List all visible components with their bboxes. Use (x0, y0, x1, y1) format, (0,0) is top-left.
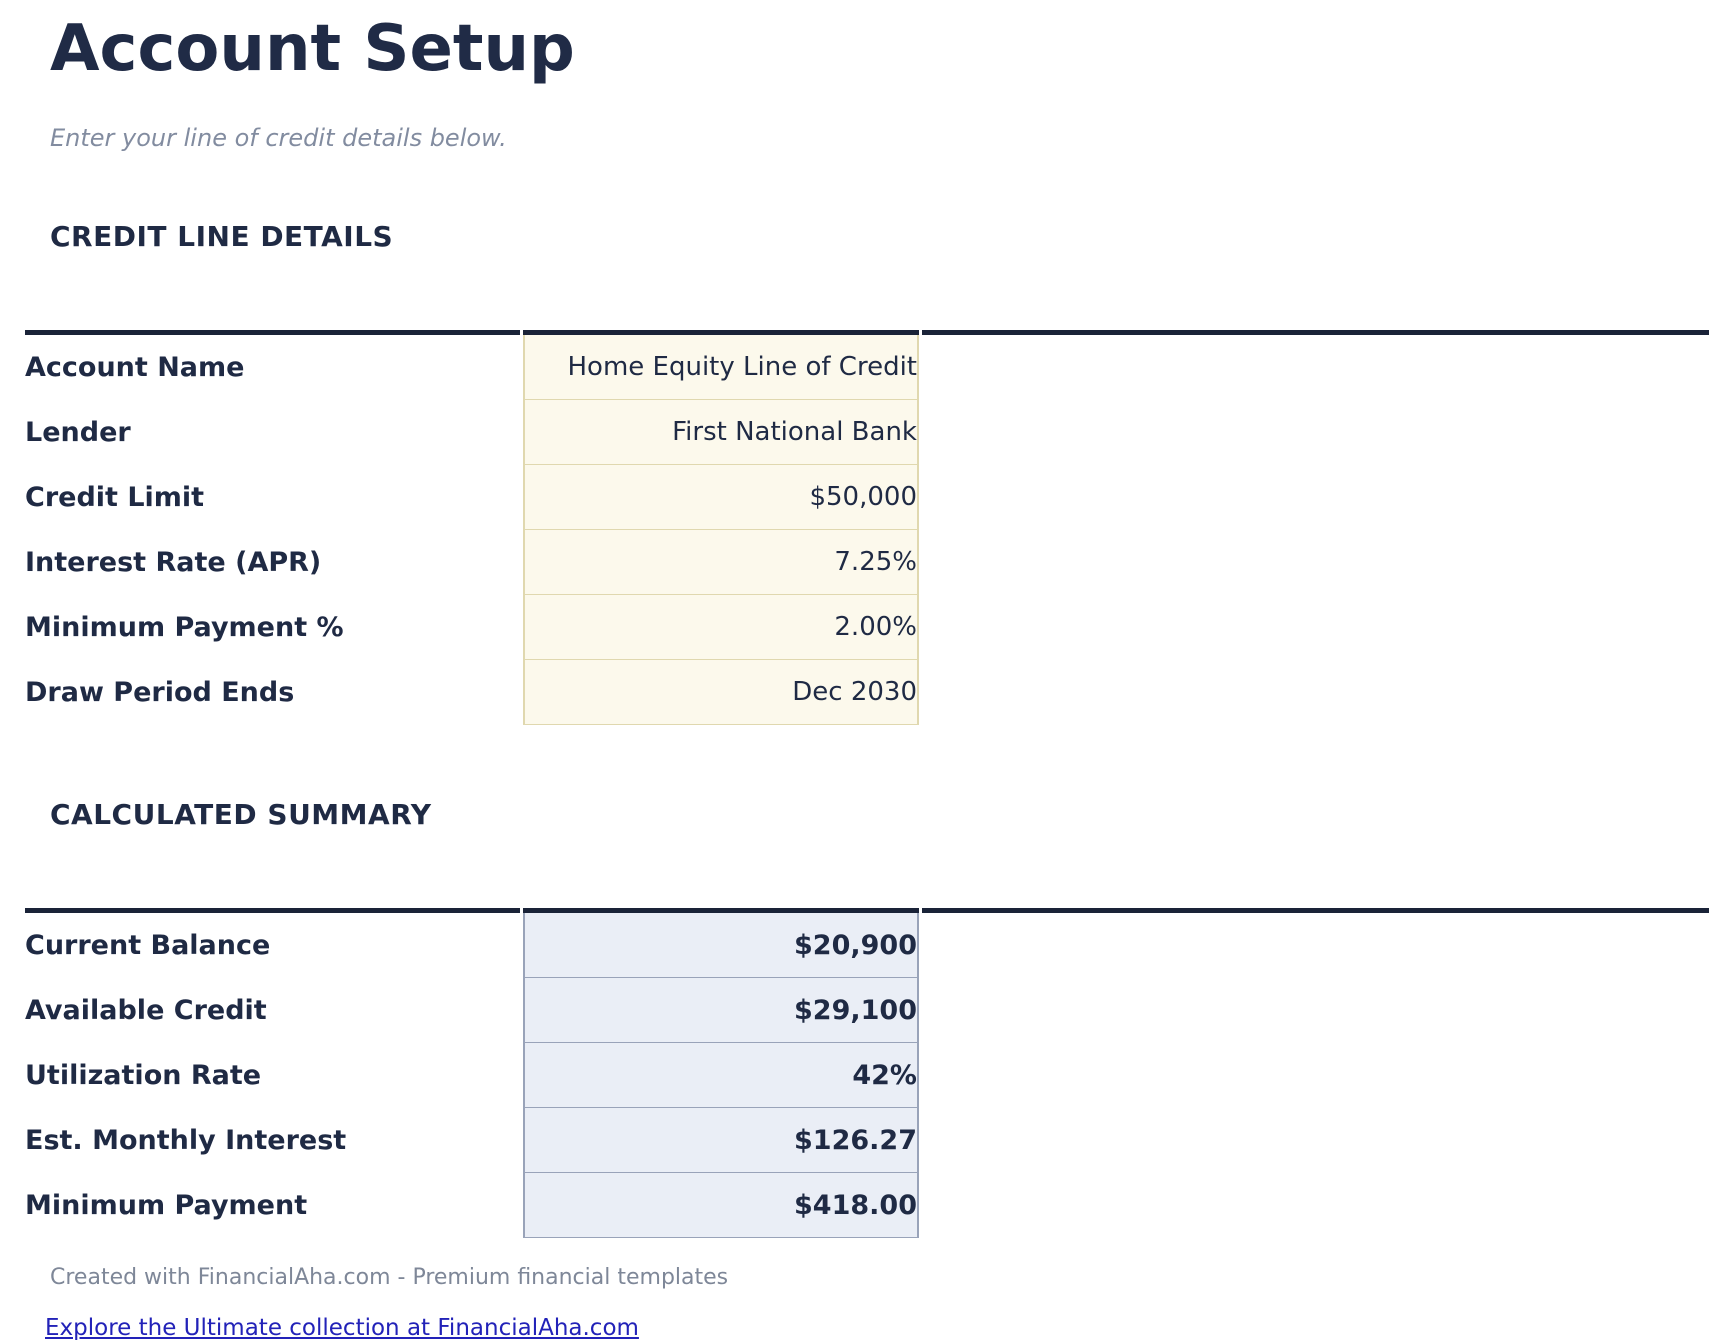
minimum-payment-value-cell: $418.00 (523, 1173, 919, 1238)
interest-rate-label: Interest Rate (APR) (25, 530, 520, 595)
table-spacer-cell (922, 465, 1709, 530)
table-row: Lender First National Bank (25, 400, 1709, 465)
table-spacer-cell (922, 335, 1709, 400)
table-spacer-cell (922, 1043, 1709, 1108)
credit-line-details-table: Account Name Home Equity Line of Credit … (22, 270, 1712, 725)
table-spacer-cell (922, 400, 1709, 465)
lender-label: Lender (25, 400, 520, 465)
utilization-rate-value-cell: 42% (523, 1043, 919, 1108)
minimum-payment-pct-label: Minimum Payment % (25, 595, 520, 660)
section-rule (25, 848, 1709, 913)
available-credit-label: Available Credit (25, 978, 520, 1043)
table-spacer-cell (922, 913, 1709, 978)
credit-limit-label: Credit Limit (25, 465, 520, 530)
table-spacer-cell (922, 978, 1709, 1043)
section-rule-segment (25, 270, 520, 335)
table-row: Available Credit $29,100 (25, 978, 1709, 1043)
table-spacer-cell (922, 1108, 1709, 1173)
section-rule (25, 270, 1709, 335)
draw-period-ends-label: Draw Period Ends (25, 660, 520, 725)
lender-input-cell[interactable]: First National Bank (523, 400, 919, 465)
table-spacer-cell (922, 1173, 1709, 1238)
section-rule-segment (523, 848, 919, 913)
section-rule-segment (523, 270, 919, 335)
current-balance-value-cell: $20,900 (523, 913, 919, 978)
table-row: Draw Period Ends Dec 2030 (25, 660, 1709, 725)
page-title: Account Setup (50, 12, 1712, 86)
credit-limit-input-cell[interactable]: $50,000 (523, 465, 919, 530)
section-title-credit-line-details: CREDIT LINE DETAILS (50, 219, 1712, 254)
section-rule-segment (922, 848, 1709, 913)
page-subtitle: Enter your line of credit details below. (50, 124, 1712, 152)
minimum-payment-pct-input-cell[interactable]: 2.00% (523, 595, 919, 660)
section-rule-segment (922, 270, 1709, 335)
account-name-input-cell[interactable]: Home Equity Line of Credit (523, 335, 919, 400)
table-spacer-cell (922, 530, 1709, 595)
utilization-rate-label: Utilization Rate (25, 1043, 520, 1108)
footer-credit-text: Created with FinancialAha.com - Premium … (50, 1264, 1712, 1291)
available-credit-value-cell: $29,100 (523, 978, 919, 1043)
account-setup-page: Account Setup Enter your line of credit … (0, 0, 1732, 1256)
table-row: Minimum Payment $418.00 (25, 1173, 1709, 1238)
footer-link[interactable]: Explore the Ultimate collection at Finan… (45, 1315, 639, 1341)
table-spacer-cell (922, 660, 1709, 725)
minimum-payment-label: Minimum Payment (25, 1173, 520, 1238)
current-balance-label: Current Balance (25, 913, 520, 978)
interest-rate-input-cell[interactable]: 7.25% (523, 530, 919, 595)
table-spacer-cell (922, 595, 1709, 660)
footer-link-row: Explore the Ultimate collection at Finan… (45, 1314, 1712, 1342)
est-monthly-interest-label: Est. Monthly Interest (25, 1108, 520, 1173)
table-row: Utilization Rate 42% (25, 1043, 1709, 1108)
est-monthly-interest-value-cell: $126.27 (523, 1108, 919, 1173)
table-row: Current Balance $20,900 (25, 913, 1709, 978)
section-title-calculated-summary: CALCULATED SUMMARY (50, 797, 1712, 832)
section-rule-segment (25, 848, 520, 913)
account-name-label: Account Name (25, 335, 520, 400)
table-row: Interest Rate (APR) 7.25% (25, 530, 1709, 595)
table-row: Est. Monthly Interest $126.27 (25, 1108, 1709, 1173)
table-row: Credit Limit $50,000 (25, 465, 1709, 530)
calculated-summary-table: Current Balance $20,900 Available Credit… (22, 848, 1712, 1238)
table-row: Account Name Home Equity Line of Credit (25, 335, 1709, 400)
draw-period-ends-input-cell[interactable]: Dec 2030 (523, 660, 919, 725)
table-row: Minimum Payment % 2.00% (25, 595, 1709, 660)
